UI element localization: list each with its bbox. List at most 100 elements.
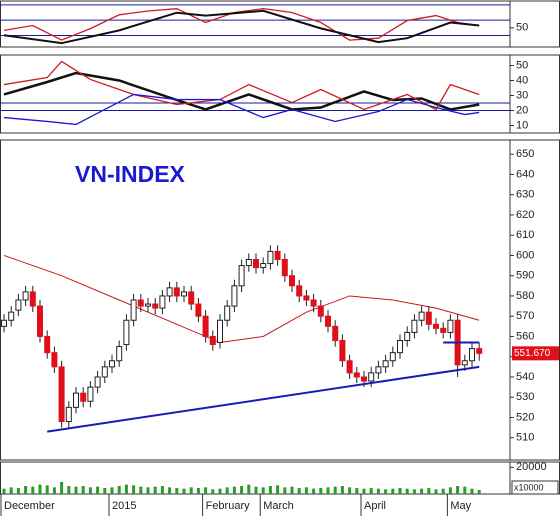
candle-body [303,295,310,301]
indicator-line [3,8,480,41]
volume-bar [290,486,294,494]
candle-body [461,360,468,366]
volume-bar [376,488,380,494]
volume-bar [247,484,251,494]
candle-body [145,303,151,307]
candle-body [209,335,216,346]
volume-bar [146,487,150,494]
candle-body [281,258,288,277]
unit-box [511,480,559,495]
volume-bar [470,488,474,494]
panel-frame [0,54,560,134]
volume-bar [398,488,402,494]
volume-bar [31,486,35,494]
y-tick-label: 20000 [516,461,547,473]
volume-bar [52,487,56,494]
volume-bar [16,488,20,494]
volume-bar [312,488,316,494]
y-tick-label: 40 [516,74,528,86]
candle-body [389,352,396,362]
candle-body [310,299,317,307]
candle-body [397,340,403,354]
volume-bar [2,488,6,494]
candle-body [123,319,130,346]
volume-bar [240,486,244,494]
last-price-box [512,346,559,361]
candle-body [159,295,166,309]
candle-body [101,366,108,378]
volume-bar [110,487,114,494]
candle-body [368,372,375,382]
y-tick-label: 560 [516,330,534,342]
volume-bar [45,485,49,494]
volume-bar [81,486,85,494]
y-tick-label: 620 [516,209,534,221]
volume-bar [189,487,193,494]
y-tick-label: 630 [516,189,534,201]
indicator-line [3,93,480,126]
candle-body [267,250,274,265]
candle-body [361,376,367,382]
candle-body [116,346,123,362]
volume-bar [182,488,186,494]
candle-body [404,331,411,342]
candle-body [433,323,439,329]
y-tick-label: 540 [516,371,534,383]
candle-body [375,366,382,374]
volume-bar [369,488,373,494]
volume-bar [153,486,157,494]
candle-body [296,285,303,297]
candle-body [447,319,454,333]
candle-body [73,392,79,408]
y-tick-label: 30 [516,89,528,101]
volume-bar [268,486,272,494]
candle-body [195,303,202,317]
y-tick-label: 20 [516,104,528,116]
y-tick-label: 580 [516,290,534,302]
candle-body [260,263,267,269]
candle-body [58,366,65,423]
volume-bar [304,487,308,494]
y-tick-label: 640 [516,168,534,180]
volume-bar [412,489,416,494]
candle-body [202,315,209,337]
candle-body [1,319,7,327]
candle-body [166,287,173,297]
volume-bar [139,486,143,494]
volume-bar [348,487,352,494]
volume-bar [168,487,172,494]
candle-body [29,291,36,307]
y-tick-label: 600 [516,249,534,261]
volume-bar [175,488,179,494]
candle-body [325,315,331,327]
volume-bar [319,488,323,494]
candle-body [440,327,447,333]
volume-bar [225,487,229,494]
candle-body [289,275,295,287]
candle-body [188,291,195,305]
volume-bar [420,488,424,494]
candle-body [137,299,144,307]
candle-body [94,376,101,388]
volume-bar [384,489,388,494]
candle-body [224,305,231,321]
candle-body [317,305,324,317]
volume-bar [441,488,445,494]
volume-bar [456,486,460,494]
candle-body [476,348,483,354]
candle-body [231,285,238,307]
trend-line [47,365,480,433]
volume-bar [391,488,395,494]
y-tick-label: 530 [516,391,534,403]
candle-body [332,325,339,342]
candle-body [238,265,245,287]
candle-body [411,319,418,333]
candle-body [15,299,22,311]
candle-body [274,250,281,260]
volume-bar [103,488,107,494]
indicator-line [3,71,480,111]
candle-body [37,305,43,337]
candle-body [425,311,432,325]
volume-bar [362,488,366,494]
